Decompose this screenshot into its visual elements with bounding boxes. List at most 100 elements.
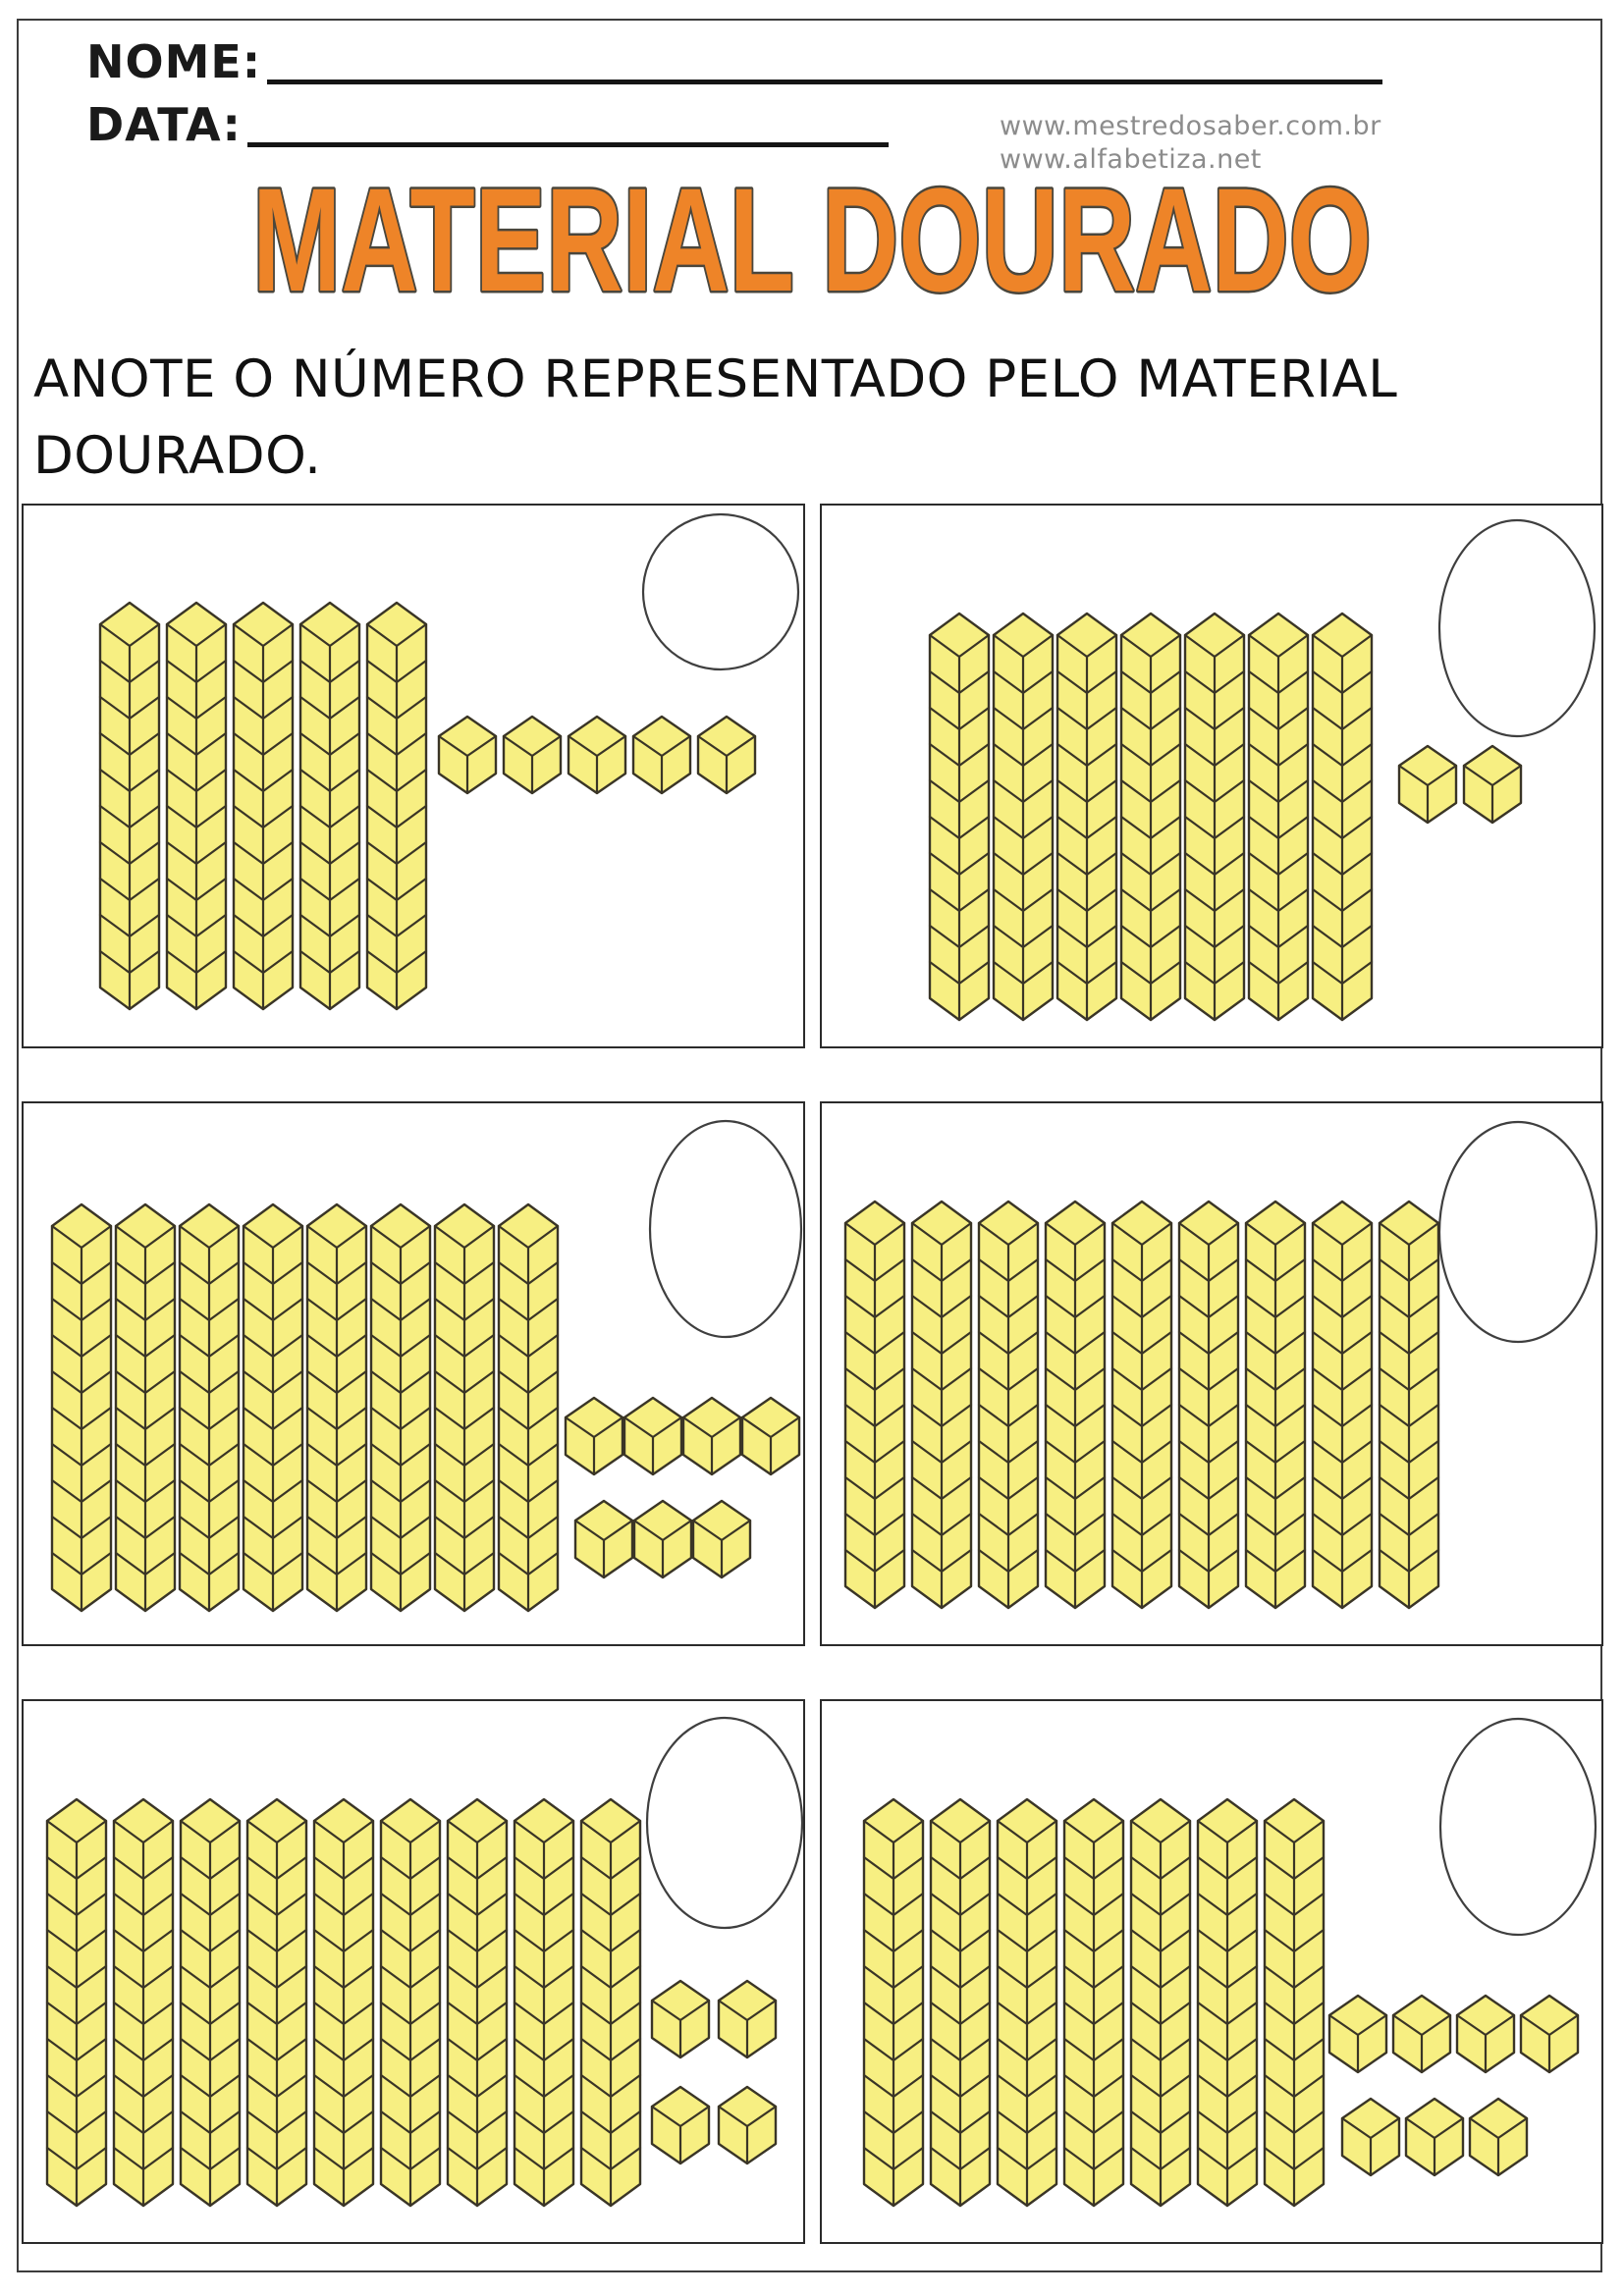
tens-rod: [843, 1200, 906, 1610]
tens-rod: [114, 1202, 177, 1613]
date-label: DATA:: [86, 98, 242, 151]
ones-cube: [567, 715, 627, 795]
ones-cube: [502, 715, 563, 795]
ones-cube: [631, 715, 692, 795]
tens-rod: [179, 1797, 242, 2208]
answer-circle[interactable]: [1437, 1120, 1598, 1344]
ones-cube: [1462, 744, 1523, 825]
exercise-box-6: [820, 1699, 1603, 2244]
tens-rod: [242, 1202, 304, 1613]
ones-cube: [1455, 1994, 1516, 2074]
tens-rod: [245, 1797, 308, 2208]
worksheet-title: MATERIAL DOURADO: [250, 165, 1375, 325]
tens-rod: [305, 1202, 368, 1613]
tens-rod: [579, 1797, 642, 2208]
tens-rod: [50, 1202, 113, 1613]
instruction: ANOTE O NÚMERO REPRESENTADO PELO MATERIA…: [33, 342, 1565, 495]
date-write-line[interactable]: [246, 133, 889, 147]
date-field-row: DATA:: [86, 102, 889, 147]
tens-rod: [369, 1202, 432, 1613]
website-line-2: www.alfabetiza.net: [1000, 144, 1262, 175]
tens-rod: [446, 1797, 509, 2208]
tens-rod: [910, 1200, 973, 1610]
ones-cube: [696, 715, 757, 795]
answer-circle[interactable]: [1438, 1717, 1597, 1937]
ones-cube: [1340, 2097, 1401, 2177]
tens-rod: [45, 1797, 108, 2208]
tens-rod: [433, 1202, 496, 1613]
instruction-line-2: DOURADO.: [33, 426, 322, 486]
tens-rod: [1056, 612, 1118, 1022]
blocks-canvas: [98, 512, 800, 1011]
answer-circle[interactable]: [648, 1119, 803, 1339]
exercise-box-2: [820, 504, 1603, 1048]
blocks-canvas: [45, 1716, 803, 2208]
ones-cube: [1404, 2097, 1465, 2177]
title-text: MATERIAL DOURADO: [252, 165, 1372, 322]
ones-cube: [632, 1499, 693, 1579]
ones-cube: [650, 1979, 711, 2059]
answer-circle[interactable]: [641, 512, 800, 671]
ones-cube: [1391, 1994, 1452, 2074]
tens-rod: [977, 1200, 1040, 1610]
tens-rod: [1119, 612, 1182, 1022]
tens-rod: [98, 601, 161, 1011]
tens-rod: [165, 601, 228, 1011]
ones-cube: [1519, 1994, 1580, 2074]
tens-rod: [1247, 612, 1310, 1022]
tens-rod: [862, 1797, 925, 2208]
tens-rod: [992, 612, 1055, 1022]
blocks-canvas: [928, 518, 1597, 1022]
tens-rod: [1244, 1200, 1307, 1610]
exercise-box-1: [22, 504, 805, 1048]
tens-rod: [513, 1797, 575, 2208]
tens-rod: [1378, 1200, 1440, 1610]
tens-rod: [298, 601, 361, 1011]
ones-cube: [623, 1396, 683, 1476]
ones-cube: [1327, 1994, 1388, 2074]
tens-rod: [112, 1797, 175, 2208]
tens-rod: [497, 1202, 560, 1613]
tens-rod: [232, 601, 295, 1011]
exercise-box-3: [22, 1101, 805, 1646]
tens-rod: [379, 1797, 442, 2208]
name-write-line[interactable]: [267, 70, 1382, 84]
tens-rod: [996, 1797, 1058, 2208]
tens-rod: [1183, 612, 1246, 1022]
tens-rod: [1196, 1797, 1259, 2208]
tens-rod: [1062, 1797, 1125, 2208]
name-field-row: NOME:: [86, 39, 1382, 84]
ones-cube: [717, 1979, 778, 2059]
ones-cube: [717, 2085, 778, 2165]
ones-cube: [1468, 2097, 1529, 2177]
blocks-canvas: [50, 1119, 803, 1613]
tens-rod: [312, 1797, 375, 2208]
tens-rod: [1044, 1200, 1107, 1610]
tens-rod: [178, 1202, 241, 1613]
ones-cube: [740, 1396, 801, 1476]
website-credits: www.mestredosaber.com.br www.alfabetiza.…: [1000, 110, 1381, 177]
ones-cube: [564, 1396, 624, 1476]
tens-rod: [1110, 1200, 1173, 1610]
tens-rod: [1129, 1797, 1192, 2208]
tens-rod: [365, 601, 428, 1011]
ones-cube: [681, 1396, 742, 1476]
ones-cube: [437, 715, 498, 795]
blocks-canvas: [843, 1120, 1598, 1610]
tens-rod: [929, 1797, 992, 2208]
ones-cube: [1397, 744, 1458, 825]
exercise-box-5: [22, 1699, 805, 2244]
answer-circle[interactable]: [645, 1716, 803, 1930]
website-line-1: www.mestredosaber.com.br: [1000, 111, 1381, 141]
answer-circle[interactable]: [1437, 518, 1597, 738]
tens-rod: [1311, 612, 1374, 1022]
exercise-box-4: [820, 1101, 1603, 1646]
tens-rod: [928, 612, 991, 1022]
instruction-line-1: ANOTE O NÚMERO REPRESENTADO PELO MATERIA…: [33, 349, 1398, 409]
tens-rod: [1311, 1200, 1374, 1610]
blocks-canvas: [862, 1717, 1597, 2208]
tens-rod: [1263, 1797, 1326, 2208]
ones-cube: [691, 1499, 752, 1579]
ones-cube: [650, 2085, 711, 2165]
